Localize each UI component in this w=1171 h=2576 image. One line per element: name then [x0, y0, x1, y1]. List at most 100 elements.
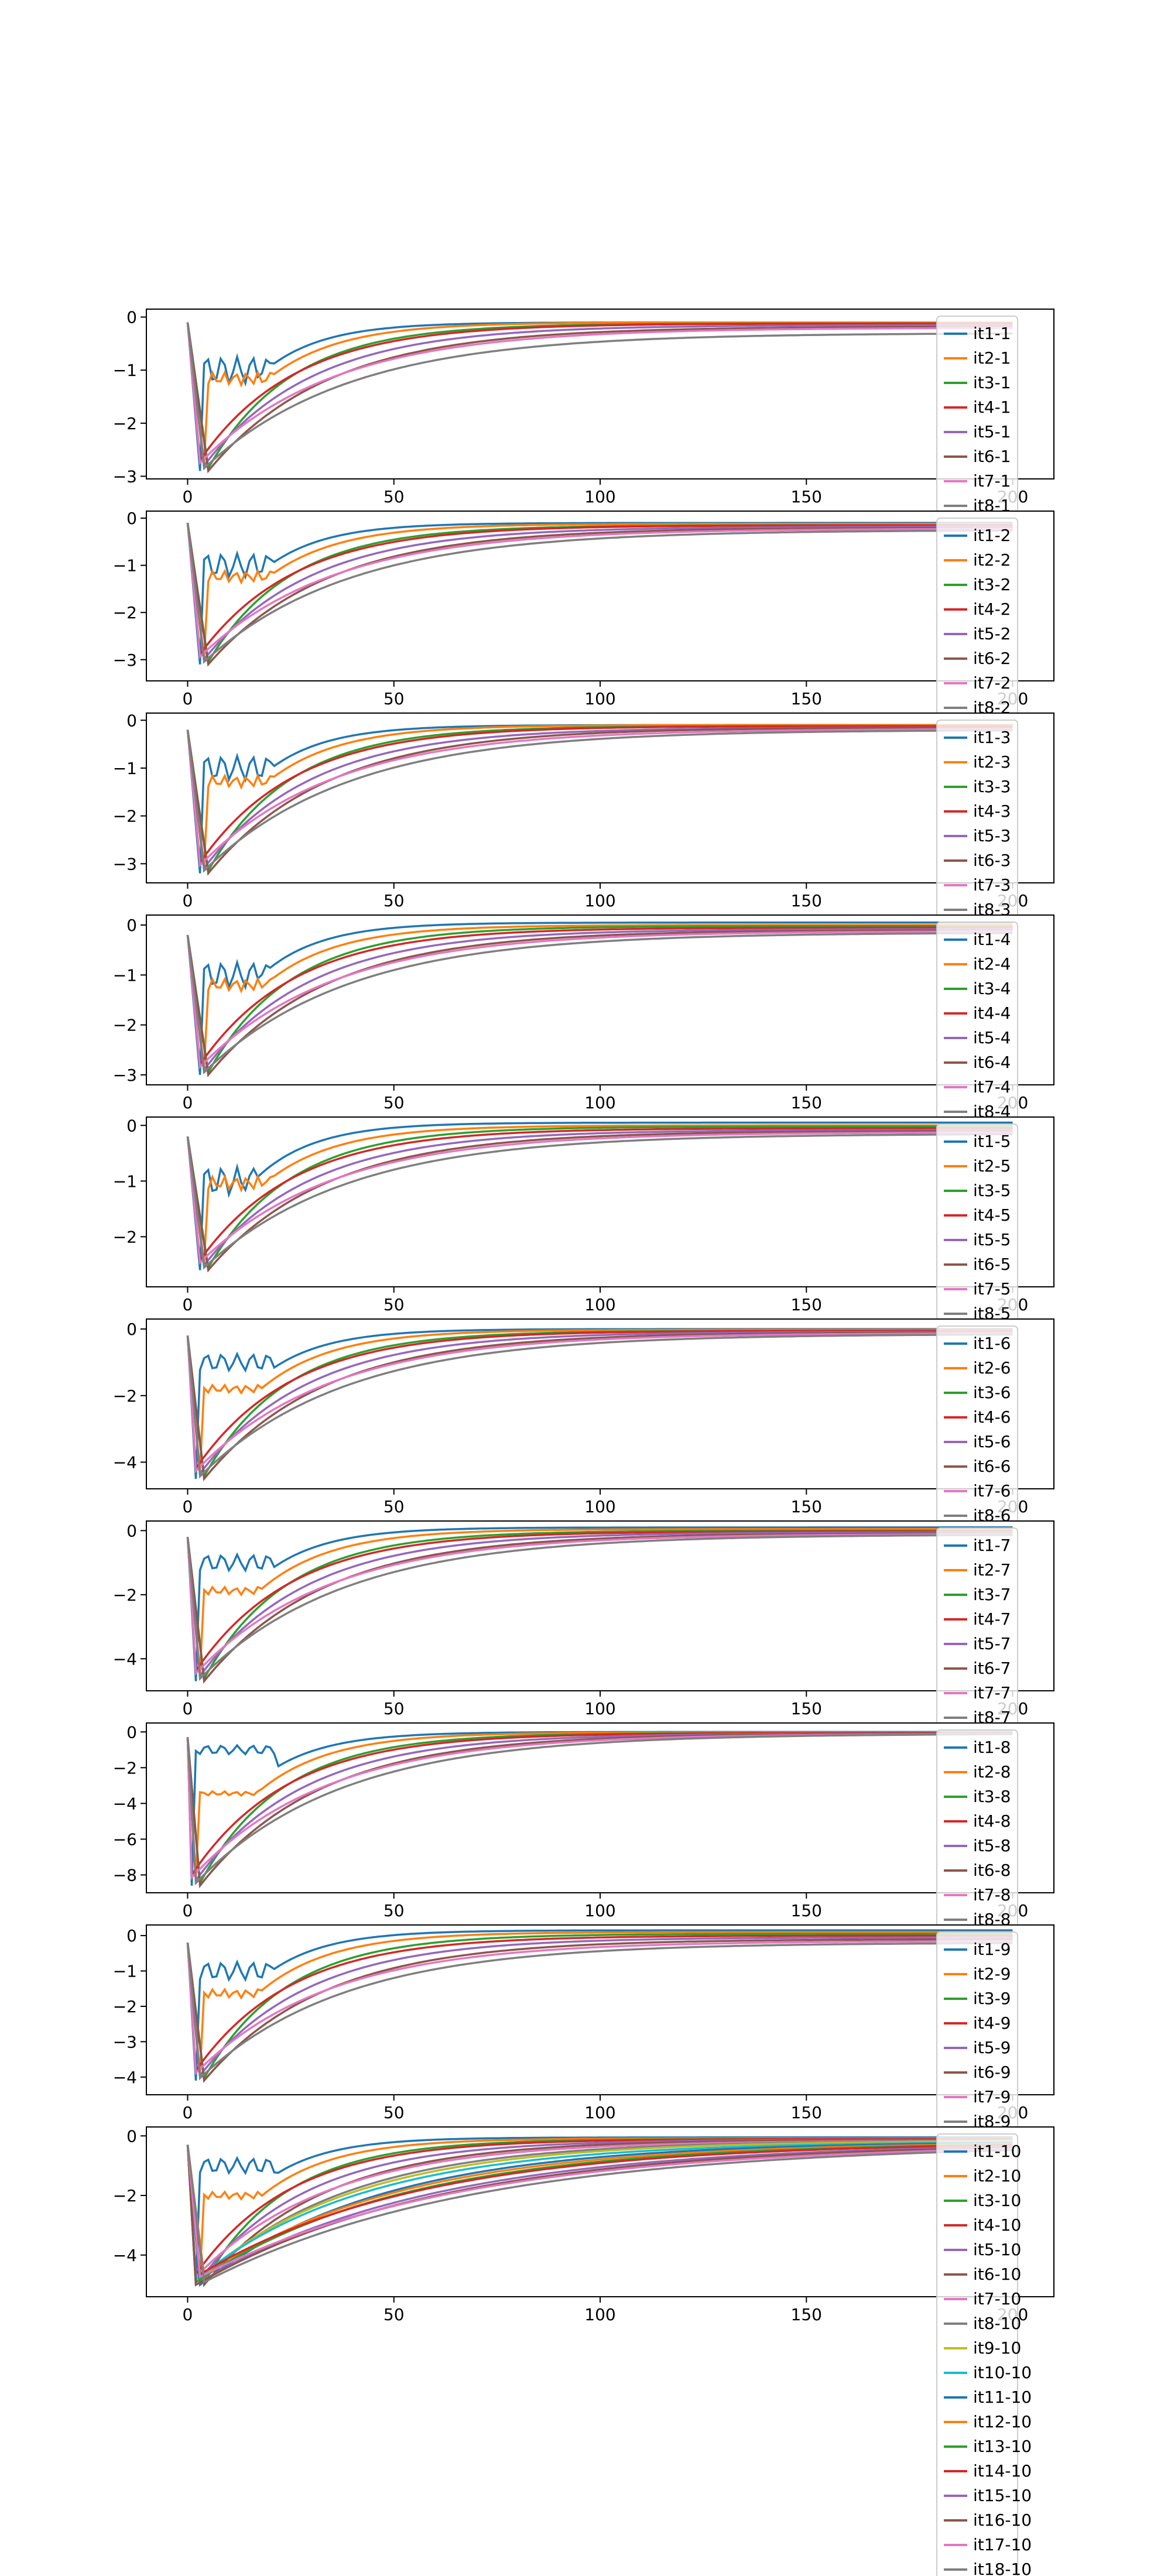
series-line-it1-5	[186, 1121, 1013, 1270]
x-tick-label: 50	[384, 2103, 405, 2122]
legend-label: it6-7	[973, 1659, 1011, 1678]
series-line-it5-7	[186, 1531, 1013, 1679]
x-tick-label: 0	[183, 689, 193, 708]
series-lines	[186, 1121, 1013, 1273]
y-tick-label: 0	[126, 2126, 137, 2146]
legend-label: it3-9	[973, 1989, 1011, 2008]
series-line-it4-9	[186, 1934, 1013, 2074]
x-tick-label: 100	[584, 891, 615, 910]
y-tick-label: 0	[126, 711, 137, 730]
series-line-it7-1	[186, 322, 1013, 465]
plot-area	[146, 511, 1054, 681]
series-line-it7-3	[186, 728, 1013, 868]
plot-area	[146, 915, 1054, 1085]
legend-label: it3-10	[973, 2191, 1021, 2210]
y-tick-label: −4	[113, 2068, 137, 2087]
series-line-it4-3	[186, 725, 1013, 866]
x-tick-label: 150	[791, 1295, 822, 1314]
legend-label: it15-10	[973, 2486, 1032, 2505]
series-line-it7-4	[186, 930, 1013, 1070]
x-tick-label: 0	[183, 891, 193, 910]
x-tick-label: 100	[584, 487, 615, 506]
legend-label: it5-5	[973, 1230, 1011, 1249]
x-tick-label: 0	[183, 1295, 193, 1314]
series-line-it2-7	[186, 1527, 1013, 1674]
legend-label: it2-9	[973, 1964, 1011, 1984]
series-line-it7-6	[186, 1332, 1013, 1474]
legend-label: it4-1	[973, 398, 1011, 417]
series-line-it8-2	[186, 522, 1013, 664]
series-line-it7-2	[186, 522, 1013, 659]
legend-label: it7-5	[973, 1279, 1011, 1299]
y-tick-label: 0	[126, 1320, 137, 1339]
legend-label: it7-1	[973, 471, 1011, 491]
legend-label: it1-9	[973, 1940, 1011, 1959]
series-line-it3-9	[186, 1933, 1013, 2081]
x-tick-label: 100	[584, 2305, 615, 2324]
legend-label: it7-4	[973, 1077, 1011, 1097]
x-tick-label: 0	[183, 2103, 193, 2122]
legend-label: it5-7	[973, 1634, 1011, 1653]
series-line-it3-5	[186, 1125, 1013, 1271]
legend-label: it5-2	[973, 624, 1011, 643]
y-tick-label: −2	[113, 1227, 137, 1246]
legend-label: it5-9	[973, 2038, 1011, 2057]
series-lines	[186, 1929, 1013, 2083]
x-tick-label: 150	[791, 2103, 822, 2122]
series-line-it2-9	[186, 1931, 1013, 2073]
plot-area	[146, 1521, 1054, 1691]
y-tick-label: −1	[113, 759, 137, 778]
legend-label: it8-10	[973, 2314, 1021, 2333]
x-tick-label: 100	[584, 2103, 615, 2122]
x-tick-label: 150	[791, 487, 822, 506]
y-tick-label: 0	[126, 1722, 137, 1742]
y-tick-label: −4	[113, 1794, 137, 1813]
legend-label: it6-2	[973, 649, 1011, 668]
legend-box	[936, 2133, 1018, 2576]
legend-label: it4-8	[973, 1811, 1011, 1831]
subplot-6: 0501001502000−2−4it1-6it2-6it3-6it4-6it5…	[113, 1318, 1054, 1533]
legend-label: it5-6	[973, 1432, 1011, 1451]
series-line-it4-6	[186, 1330, 1013, 1472]
legend-label: it4-6	[973, 1407, 1011, 1427]
legend-label: it6-3	[973, 851, 1011, 870]
legend-label: it4-2	[973, 600, 1011, 619]
legend-label: it3-7	[973, 1585, 1011, 1604]
x-tick-label: 100	[584, 1093, 615, 1112]
series-line-it14-10	[186, 2144, 1013, 2276]
y-tick-label: 0	[126, 1926, 137, 1945]
series-line-it5-2	[186, 522, 1013, 662]
plot-area	[146, 713, 1054, 883]
series-line-it18-10	[186, 2145, 1013, 2284]
legend-label: it3-3	[973, 777, 1011, 796]
series-lines	[186, 1328, 1013, 1482]
series-line-it4-7	[186, 1530, 1013, 1674]
series-line-it4-1	[186, 322, 1013, 463]
y-tick-label: −2	[113, 1016, 137, 1035]
series-line-it5-1	[186, 322, 1013, 468]
x-tick-label: 50	[384, 891, 405, 910]
x-tick-label: 0	[183, 1093, 193, 1112]
legend-label: it4-4	[973, 1003, 1011, 1023]
y-tick-label: −1	[113, 1962, 137, 1981]
series-line-it4-2	[186, 522, 1013, 657]
x-tick-label: 150	[791, 1497, 822, 1516]
subplot-3: 0501001502000−1−2−3it1-3it2-3it3-3it4-3i…	[113, 711, 1054, 927]
legend-box	[936, 922, 1018, 1129]
x-tick-label: 100	[584, 1699, 615, 1718]
y-tick-label: −3	[113, 650, 137, 670]
series-line-it5-4	[186, 928, 1013, 1073]
legend-label: it2-1	[973, 348, 1011, 368]
legend: it1-10 it2-10 it3-10 it4-10 it5-10 it6-10 it7-…	[936, 2133, 1032, 2576]
series-line-it2-6	[186, 1328, 1013, 1471]
legend-label: it9-10	[973, 2338, 1021, 2358]
y-tick-label: 0	[126, 916, 137, 935]
series-line-it8-5	[186, 1133, 1013, 1270]
series-line-it17-10	[186, 2145, 1013, 2279]
